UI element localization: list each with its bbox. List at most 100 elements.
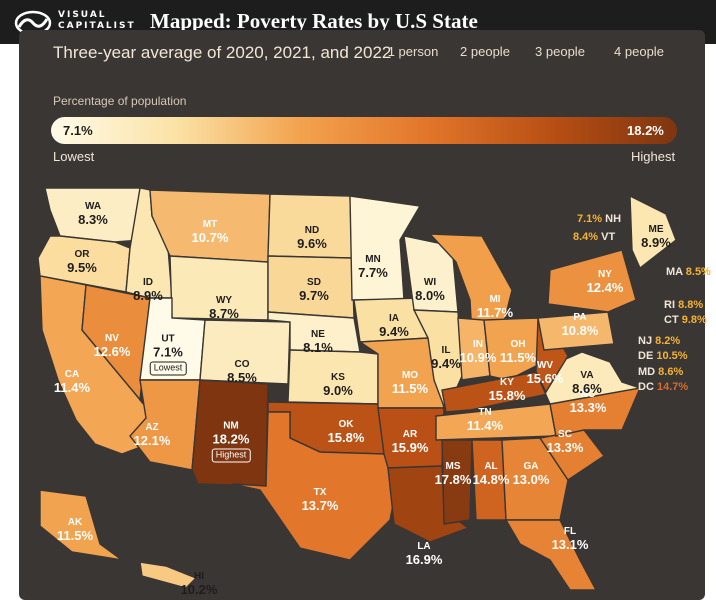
state-ga bbox=[501, 437, 569, 521]
chart-subtitle: Three-year average of 2020, 2021, and 20… bbox=[53, 43, 392, 62]
label-la: LA 16.9% bbox=[406, 541, 443, 566]
household-label-3: 3 people bbox=[535, 44, 585, 59]
label-ne-abbr: NE bbox=[311, 328, 325, 340]
state-pa bbox=[537, 311, 615, 351]
label-nv-abbr: NV bbox=[105, 332, 119, 344]
label-or-value: 9.5% bbox=[67, 259, 97, 275]
label-ut-value: 7.1% bbox=[153, 344, 183, 360]
label-nm-tag: Highest bbox=[211, 448, 251, 463]
label-wi-value: 8.0% bbox=[415, 287, 445, 303]
label-ar-value: 15.9% bbox=[391, 439, 429, 455]
label-dc: DC 14.7% bbox=[638, 381, 688, 393]
state-me bbox=[629, 194, 677, 270]
label-id-abbr: ID bbox=[142, 276, 153, 288]
label-nd-value: 9.6% bbox=[297, 235, 327, 251]
label-ak-abbr: AK bbox=[67, 516, 83, 528]
label-ia-value: 9.4% bbox=[379, 323, 409, 339]
label-ky-value: 15.8% bbox=[488, 387, 526, 403]
label-fl-value: 13.1% bbox=[551, 536, 589, 552]
label-oh-value: 11.5% bbox=[499, 349, 537, 365]
brand-line-2: CAPITALIST bbox=[58, 21, 136, 31]
label-tx: TX 13.7% bbox=[301, 486, 339, 513]
label-id: ID 8.9% bbox=[133, 276, 163, 303]
label-ri-value: 8.8% bbox=[678, 299, 704, 311]
label-ks-abbr: KS bbox=[331, 371, 345, 383]
label-ca-value: 11.4% bbox=[53, 379, 91, 395]
label-hi-abbr: HI bbox=[194, 570, 204, 582]
label-mt: MT 10.7% bbox=[192, 218, 229, 244]
label-ut-tag: Lowest bbox=[149, 361, 187, 376]
label-nh: 7.1% NH bbox=[577, 213, 621, 225]
label-mo-abbr: MO bbox=[401, 369, 419, 381]
label-tn-abbr: TN bbox=[478, 406, 492, 418]
label-md: MD 8.6% bbox=[638, 366, 683, 378]
label-co-value: 8.5% bbox=[227, 369, 257, 385]
label-wv: WV 15.6% bbox=[527, 359, 564, 385]
label-vt-abbr: VT bbox=[601, 231, 616, 243]
label-ny-value: 12.4% bbox=[586, 279, 624, 295]
label-sc-value: 13.3% bbox=[546, 439, 584, 455]
label-nc-value: 13.3% bbox=[569, 399, 607, 415]
label-va: VA 8.6% bbox=[572, 369, 602, 396]
label-ar-abbr: AR bbox=[402, 428, 418, 440]
label-ga: GA 13.0% bbox=[513, 461, 550, 486]
label-id-value: 8.9% bbox=[133, 287, 163, 303]
label-ut-abbr: UT bbox=[161, 333, 175, 345]
label-wy-abbr: WY bbox=[215, 294, 233, 306]
household-label-2: 2 people bbox=[460, 44, 510, 59]
label-ct: CT 9.8% bbox=[664, 314, 707, 326]
label-ca-abbr: CA bbox=[64, 368, 80, 380]
label-mt-abbr: MT bbox=[202, 218, 218, 230]
state-mn bbox=[349, 195, 422, 301]
label-nh-value: 7.1% bbox=[577, 213, 603, 225]
label-de-value: 10.5% bbox=[656, 350, 688, 362]
label-ar: AR 15.9% bbox=[391, 428, 429, 455]
label-mn-abbr: MN bbox=[365, 253, 381, 265]
legend-label: Percentage of population bbox=[53, 94, 187, 108]
label-ma-value: 8.5% bbox=[685, 266, 711, 278]
label-ok-abbr: OK bbox=[338, 418, 354, 430]
label-tx-abbr: TX bbox=[313, 486, 327, 498]
label-ct-abbr: CT bbox=[664, 314, 679, 326]
label-co-abbr: CO bbox=[234, 358, 250, 370]
label-nd-abbr: ND bbox=[304, 224, 320, 236]
label-il-value: 9.4% bbox=[431, 355, 461, 371]
label-ky: KY 15.8% bbox=[488, 377, 526, 403]
label-hi: HI 10.2% bbox=[181, 570, 218, 596]
label-pa-abbr: PA bbox=[573, 311, 587, 323]
label-ut: UT 7.1% Lowest bbox=[149, 333, 187, 376]
label-sc-abbr: SC bbox=[558, 428, 572, 440]
label-nm: NM 18.2% Highest bbox=[211, 421, 251, 463]
label-dc-abbr: DC bbox=[638, 381, 654, 393]
legend-color-bar bbox=[51, 117, 677, 144]
label-in-abbr: IN bbox=[473, 338, 483, 350]
label-fl-abbr: FL bbox=[563, 525, 577, 537]
state-hi bbox=[139, 561, 198, 589]
label-wa-abbr: WA bbox=[84, 200, 102, 212]
label-mo: MO 11.5% bbox=[391, 369, 429, 396]
household-label-4: 4 people bbox=[614, 44, 664, 59]
label-tx-value: 13.7% bbox=[301, 497, 339, 513]
label-ne: NE 8.1% bbox=[303, 328, 333, 354]
label-or-abbr: OR bbox=[74, 248, 90, 260]
label-wv-abbr: WV bbox=[536, 359, 554, 371]
label-pa: PA 10.8% bbox=[562, 311, 599, 337]
state-ms bbox=[441, 439, 473, 525]
label-ak: AK 11.5% bbox=[57, 516, 93, 542]
label-va-value: 8.6% bbox=[572, 380, 602, 396]
label-mo-value: 11.5% bbox=[391, 380, 429, 396]
label-in: IN 10.9% bbox=[460, 338, 497, 364]
label-sd-abbr: SD bbox=[307, 276, 321, 288]
label-ks-value: 9.0% bbox=[323, 382, 353, 398]
label-il: IL 9.4% bbox=[431, 345, 461, 371]
label-va-abbr: VA bbox=[580, 369, 594, 381]
label-mi-abbr: MI bbox=[489, 293, 501, 305]
label-ia-abbr: IA bbox=[388, 312, 399, 324]
label-mn-value: 7.7% bbox=[358, 264, 388, 280]
label-sc: SC 13.3% bbox=[546, 428, 584, 455]
label-nj: NJ 8.2% bbox=[638, 335, 680, 347]
label-fl: FL 13.1% bbox=[551, 525, 589, 552]
label-az-abbr: AZ bbox=[145, 421, 159, 433]
household-label-1: 1 person bbox=[387, 44, 439, 59]
